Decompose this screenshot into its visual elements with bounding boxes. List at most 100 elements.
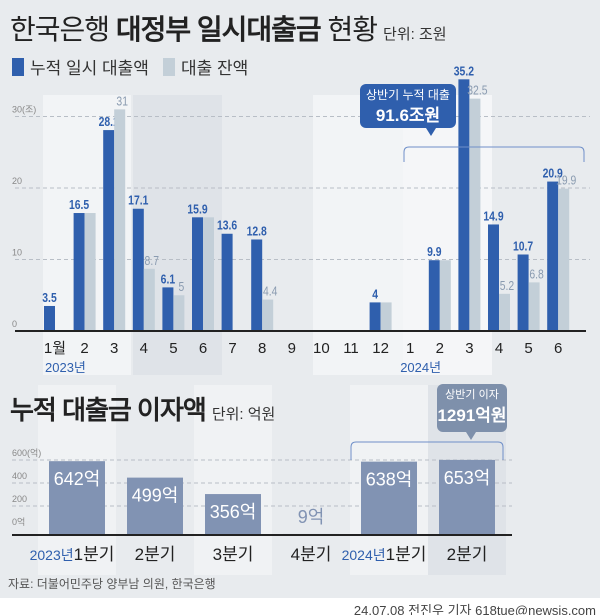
bar-balance <box>558 188 570 331</box>
data-label: 5.2 <box>500 279 514 293</box>
bar-balance <box>84 213 96 331</box>
bar-balance <box>173 295 185 331</box>
data-label: 638억 <box>366 470 413 490</box>
bar-cumulative <box>251 239 263 331</box>
legend-swatch-cumulative <box>12 57 24 76</box>
data-label: 4 <box>372 287 378 301</box>
interest-bar <box>127 477 183 535</box>
callout-line2: 1291억원 <box>437 406 506 425</box>
data-label: 32.5 <box>467 84 488 98</box>
data-label: 8.7 <box>145 254 159 268</box>
data-label: 3.5 <box>42 291 57 305</box>
quarter-label: 3분기 <box>213 545 254 564</box>
y-tick-label: 30(조) <box>12 105 36 115</box>
data-label: 16.5 <box>69 198 90 212</box>
bar-cumulative <box>428 260 440 331</box>
data-label: 10.7 <box>513 239 534 253</box>
data-label: 13.6 <box>217 219 238 233</box>
bar-cumulative <box>221 233 233 331</box>
x-tick-label: 2024년1분기 <box>342 545 427 564</box>
callout-line1: 상반기 누적 대출 <box>366 88 450 102</box>
x-tick-label: 5 <box>524 340 532 357</box>
data-label: 6.1 <box>161 272 176 286</box>
y-tick-label: 200 <box>12 494 27 504</box>
y-tick-label: 400 <box>12 471 27 481</box>
bracket <box>350 441 504 460</box>
page-title: 한국은행 대정부 일시대출금 현황 단위: 조원 <box>10 8 447 48</box>
y-tick-label: 10 <box>12 248 22 258</box>
legend-label: 누적 일시 대출액 <box>30 59 149 78</box>
legend-label: 대출 잔액 <box>180 59 249 78</box>
data-label: 9.9 <box>427 245 442 259</box>
data-label: 28.1 <box>99 115 120 129</box>
x-tick-label: 1 <box>406 340 414 357</box>
quarter-label: 2분기 <box>135 545 176 564</box>
bar-cumulative <box>103 130 115 331</box>
data-label: 4.4 <box>263 284 278 298</box>
year-label: 2024년 <box>342 547 386 563</box>
x-tick-label: 11 <box>343 340 359 357</box>
bar-cumulative <box>44 305 55 331</box>
x-tick-label: 3분기 <box>213 545 254 564</box>
x-tick-label: 2 <box>436 340 444 357</box>
x-tick-label: 4분기 <box>291 545 332 564</box>
data-label: 19.9 <box>556 174 576 188</box>
bar-cumulative <box>488 224 499 331</box>
x-tick-label: 12 <box>372 340 389 357</box>
bar-balance <box>203 217 214 331</box>
bar-balance <box>499 293 510 331</box>
x-tick-label: 8 <box>258 340 266 357</box>
legend: 누적 일시 대출액 대출 잔액 <box>12 54 248 79</box>
bar-cumulative <box>162 287 174 331</box>
sub-unit-label: 단위: 억원 <box>211 406 276 423</box>
band <box>194 385 272 575</box>
bar-cumulative <box>192 217 203 331</box>
data-label: 31 <box>116 94 128 108</box>
unit-label: 단위: 조원 <box>383 26 447 43</box>
bar-balance <box>469 98 481 331</box>
credit: 24.07.08 전진우 기자 618tue@newsis.com <box>353 603 596 615</box>
quarter-label: 1분기 <box>74 545 115 564</box>
data-label: 499억 <box>132 486 179 506</box>
bar-balance <box>439 260 451 331</box>
subtitle-text: 누적 대출금 이자액 <box>10 395 207 425</box>
bar-balance <box>528 282 540 331</box>
interest-bar <box>361 461 417 535</box>
x-tick-label: 3 <box>465 340 473 357</box>
x-tick-label: 6 <box>199 340 207 357</box>
year-label: 2024년 <box>400 360 441 375</box>
x-tick-label: 4 <box>140 340 148 357</box>
footer <box>0 598 600 615</box>
data-label: 642억 <box>54 469 101 489</box>
y-tick-label: 0억 <box>12 516 25 527</box>
interest-bar <box>205 494 261 535</box>
data-label: 35.2 <box>454 64 475 78</box>
bar-cumulative <box>547 181 559 331</box>
callout-line1: 상반기 이자 <box>445 388 499 401</box>
source-note: 자료: 더불어민주당 양부남 의원, 한국은행 <box>8 577 216 591</box>
x-tick-label: 2분기 <box>447 545 488 564</box>
y-tick-label: 20 <box>12 176 22 186</box>
callout-pointer <box>466 432 476 440</box>
data-label: 5 <box>179 280 185 294</box>
data-label: 653억 <box>444 468 491 488</box>
x-tick-label: 5 <box>169 340 177 357</box>
bar-cumulative <box>369 302 381 331</box>
x-tick-label: 2023년1분기 <box>30 545 115 564</box>
x-tick-label: 2 <box>80 340 88 357</box>
bar-cumulative <box>458 79 470 331</box>
bar-balance <box>114 109 126 331</box>
y-tick-label: 600(억) <box>12 447 41 458</box>
data-label: 356억 <box>210 502 257 522</box>
title-bold: 대정부 일시대출금 <box>115 14 322 45</box>
year-label: 2023년 <box>30 547 74 563</box>
callout-box <box>360 84 456 128</box>
data-label: 17.1 <box>128 194 149 208</box>
x-tick-label: 2분기 <box>135 545 176 564</box>
title-regular: 한국은행 <box>10 14 110 45</box>
bar-balance <box>262 299 274 331</box>
x-tick-label: 9 <box>288 340 296 357</box>
callout-box <box>437 384 507 432</box>
